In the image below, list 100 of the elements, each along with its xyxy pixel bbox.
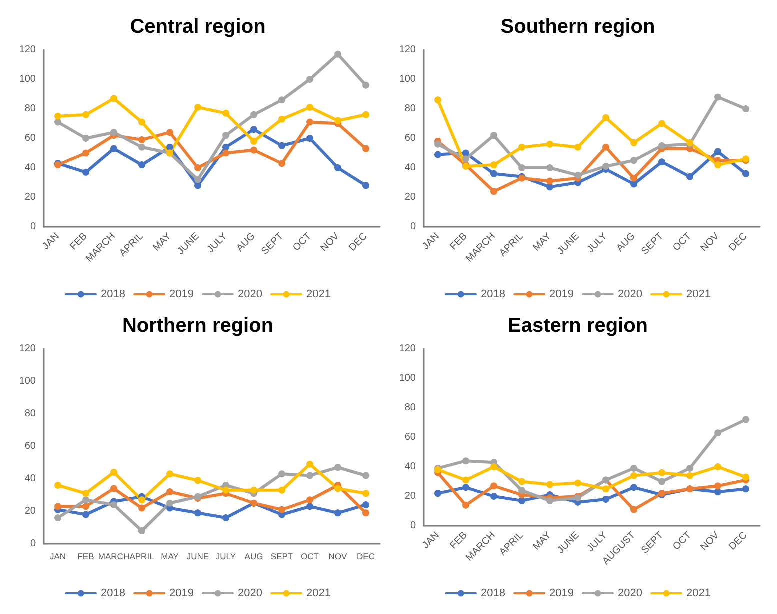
y-tick-label: 60 [404, 432, 416, 443]
point [110, 129, 118, 136]
x-tick-label: DEC [357, 552, 375, 562]
legend-label: 2021 [686, 288, 711, 300]
point [194, 104, 202, 112]
chart-title: Eastern region [508, 315, 648, 337]
point [82, 150, 90, 157]
point [602, 496, 610, 503]
x-tick-label: FEB [448, 230, 470, 253]
point [54, 514, 62, 522]
point [574, 172, 582, 179]
y-tick-label: 80 [404, 104, 416, 114]
x-tick-label: MAY [161, 552, 180, 562]
point [278, 506, 286, 514]
y-tick-label: 40 [24, 162, 36, 174]
legend-label: 2020 [618, 588, 642, 600]
point [630, 180, 638, 188]
point [742, 106, 750, 112]
y-tick-label: 100 [399, 373, 416, 384]
point [334, 464, 342, 472]
point [306, 135, 314, 142]
point [334, 485, 342, 492]
point [630, 472, 638, 480]
point [630, 174, 638, 182]
y-tick-label: 20 [24, 192, 36, 203]
point [250, 138, 258, 145]
point [434, 96, 442, 104]
legend-label: 2021 [686, 588, 711, 600]
point [82, 490, 90, 498]
point [462, 502, 470, 509]
x-tick-label: JAN [420, 231, 442, 252]
point [714, 488, 722, 496]
point [110, 469, 118, 476]
point [82, 168, 90, 176]
point [602, 144, 610, 151]
point [362, 82, 370, 89]
point [166, 129, 174, 136]
point [110, 485, 118, 492]
point [138, 118, 146, 126]
point [222, 110, 230, 117]
point [110, 145, 118, 152]
point [194, 477, 202, 484]
point [362, 182, 370, 190]
point [222, 514, 230, 522]
y-tick-label: 60 [24, 441, 36, 452]
point [138, 496, 146, 504]
point [630, 464, 638, 472]
x-tick-label: FEB [78, 552, 95, 562]
point [658, 469, 666, 476]
y-tick-label: 80 [24, 408, 36, 420]
point [138, 504, 146, 512]
y-tick-label: 20 [404, 491, 416, 502]
point [490, 482, 498, 490]
point [138, 144, 146, 151]
point [462, 476, 470, 484]
point [742, 474, 750, 481]
point [306, 503, 314, 510]
point [250, 146, 258, 154]
y-tick-label: 0 [30, 222, 36, 232]
y-tick-label: 80 [24, 104, 36, 114]
point [278, 486, 286, 494]
point [518, 487, 526, 494]
point [490, 464, 498, 470]
x-tick-label: JAN [50, 552, 66, 562]
point [546, 164, 554, 172]
point [110, 502, 118, 508]
point [658, 120, 666, 128]
point [334, 50, 342, 58]
legend-label: 2018 [101, 588, 126, 600]
point [250, 111, 258, 118]
x-tick-label: SEPT [270, 552, 294, 562]
y-tick-label: 100 [399, 74, 416, 85]
point [714, 482, 722, 490]
point [518, 497, 526, 504]
point [714, 162, 722, 169]
point [658, 478, 666, 486]
y-tick-label: 120 [19, 344, 36, 354]
point [658, 142, 666, 150]
point [166, 488, 174, 496]
point [362, 472, 370, 480]
point [306, 118, 314, 126]
point [518, 478, 526, 486]
point [82, 111, 90, 118]
point [82, 135, 90, 142]
point [194, 176, 202, 184]
point [54, 112, 62, 120]
point [194, 164, 202, 172]
y-tick-label: 100 [19, 376, 36, 387]
legend-label: 2021 [306, 288, 331, 300]
legend-label: 2019 [550, 588, 574, 600]
point [546, 481, 554, 488]
point [574, 144, 582, 151]
point [138, 528, 146, 534]
point [362, 490, 370, 498]
x-tick-label: MARCH [98, 552, 130, 562]
legend-label: 2019 [170, 588, 194, 600]
point [462, 156, 470, 163]
x-tick-label: AUG [244, 552, 264, 562]
point [362, 145, 370, 152]
point [194, 510, 202, 517]
